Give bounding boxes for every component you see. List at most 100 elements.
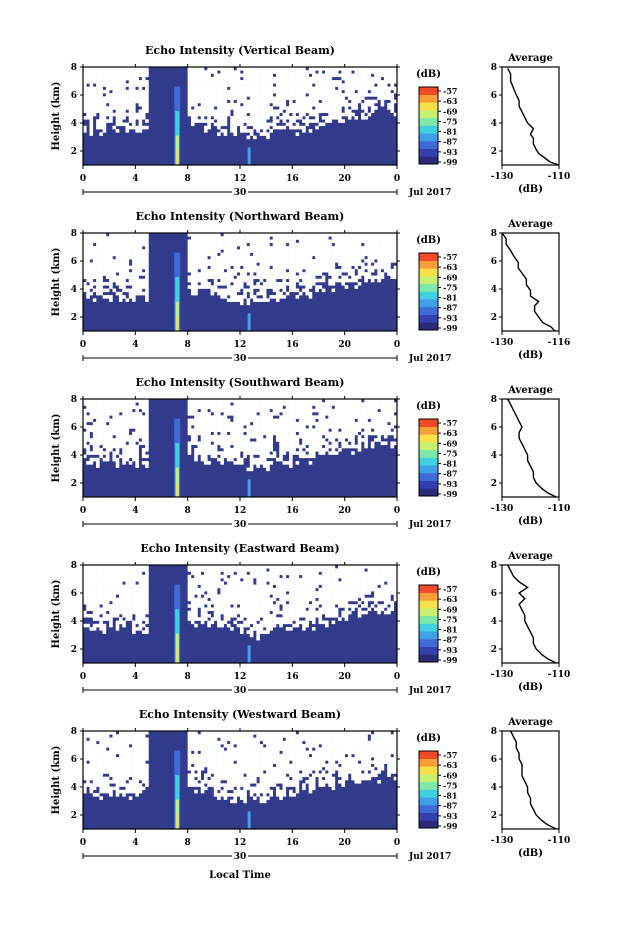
no-data-cell: [115, 70, 120, 74]
no-data-cell: [243, 236, 247, 240]
x-tick-label: 0: [394, 506, 400, 516]
no-data-cell: [83, 236, 87, 240]
no-data-cell: [262, 265, 267, 270]
no-data-cell: [393, 259, 398, 263]
no-data-cell: [321, 275, 326, 280]
no-data-cell: [272, 112, 277, 117]
no-data-cell: [295, 438, 300, 442]
no-data-cell: [92, 93, 97, 97]
no-data-cell: [223, 431, 228, 436]
no-data-cell: [256, 259, 260, 263]
no-data-cell: [357, 233, 362, 237]
no-data-cell: [112, 451, 117, 455]
no-data-cell: [367, 431, 372, 436]
no-data-cell: [361, 70, 365, 74]
no-data-cell: [298, 73, 303, 78]
no-data-cell: [387, 259, 391, 263]
no-data-cell: [112, 125, 117, 130]
no-data-cell: [259, 262, 264, 266]
no-data-cell: [200, 412, 205, 416]
no-data-cell: [125, 425, 130, 429]
no-data-cell: [351, 399, 355, 403]
no-data-cell: [122, 249, 126, 253]
no-data-cell: [328, 434, 332, 439]
no-data-cell: [249, 112, 254, 117]
no-data-cell: [200, 434, 205, 439]
no-data-cell: [240, 399, 244, 403]
no-data-cell: [217, 265, 221, 270]
no-data-cell: [217, 600, 221, 605]
no-data-cell: [236, 242, 241, 247]
no-data-cell: [92, 587, 97, 592]
no-data-cell: [220, 568, 224, 572]
no-data-cell: [279, 106, 283, 110]
no-data-cell: [282, 73, 287, 78]
no-data-cell: [338, 434, 342, 439]
no-data-cell: [141, 587, 146, 592]
no-data-cell: [128, 565, 133, 569]
no-data-cell: [275, 412, 280, 416]
no-data-cell: [249, 444, 254, 449]
echo-streak: [176, 150, 179, 165]
no-data-cell: [393, 236, 398, 240]
no-data-cell: [275, 431, 280, 436]
no-data-cell: [99, 607, 103, 612]
no-data-cell: [89, 262, 94, 266]
no-data-cell: [118, 581, 123, 585]
no-data-cell: [220, 607, 224, 612]
no-data-cell: [138, 109, 143, 114]
no-data-cell: [325, 428, 329, 432]
no-data-cell: [272, 282, 277, 286]
no-data-cell: [243, 249, 247, 253]
no-data-cell: [269, 129, 274, 133]
no-data-cell: [187, 412, 192, 416]
no-data-cell: [269, 412, 274, 416]
no-data-cell: [220, 295, 224, 299]
no-data-cell: [99, 67, 103, 71]
no-data-cell: [269, 278, 274, 283]
no-data-cell: [246, 236, 251, 240]
no-data-cell: [197, 285, 202, 289]
no-data-cell: [145, 412, 149, 416]
no-data-cell: [377, 438, 381, 442]
no-data-cell: [102, 268, 107, 273]
no-data-cell: [325, 80, 329, 84]
no-data-cell: [246, 418, 251, 423]
no-data-cell: [315, 106, 319, 110]
no-data-cell: [204, 259, 208, 263]
no-data-cell: [204, 587, 208, 592]
no-data-cell: [141, 448, 146, 452]
no-data-cell: [109, 587, 113, 592]
no-data-cell: [253, 457, 257, 462]
no-data-cell: [302, 109, 306, 114]
no-data-cell: [285, 291, 290, 296]
no-data-cell: [259, 67, 264, 71]
no-data-cell: [99, 425, 103, 429]
no-data-cell: [109, 571, 113, 576]
no-data-cell: [334, 405, 339, 410]
no-data-cell: [256, 438, 260, 442]
no-data-cell: [122, 597, 126, 602]
no-data-cell: [141, 109, 146, 114]
no-data-cell: [213, 441, 218, 446]
no-data-cell: [383, 76, 388, 81]
no-data-cell: [210, 76, 215, 81]
no-data-cell: [204, 242, 208, 247]
no-data-cell: [331, 288, 336, 293]
no-data-cell: [383, 73, 388, 78]
no-data-cell: [302, 86, 306, 91]
no-data-cell: [92, 444, 97, 449]
no-data-cell: [132, 242, 136, 247]
colorbar-segment: [419, 457, 438, 466]
no-data-cell: [269, 454, 274, 459]
no-data-cell: [240, 457, 244, 462]
no-data-cell: [213, 597, 218, 602]
no-data-cell: [223, 591, 228, 595]
no-data-cell: [253, 415, 257, 419]
no-data-cell: [289, 252, 293, 257]
no-data-cell: [243, 119, 247, 123]
no-data-cell: [357, 428, 362, 432]
no-data-cell: [92, 600, 97, 605]
no-data-cell: [194, 434, 198, 439]
